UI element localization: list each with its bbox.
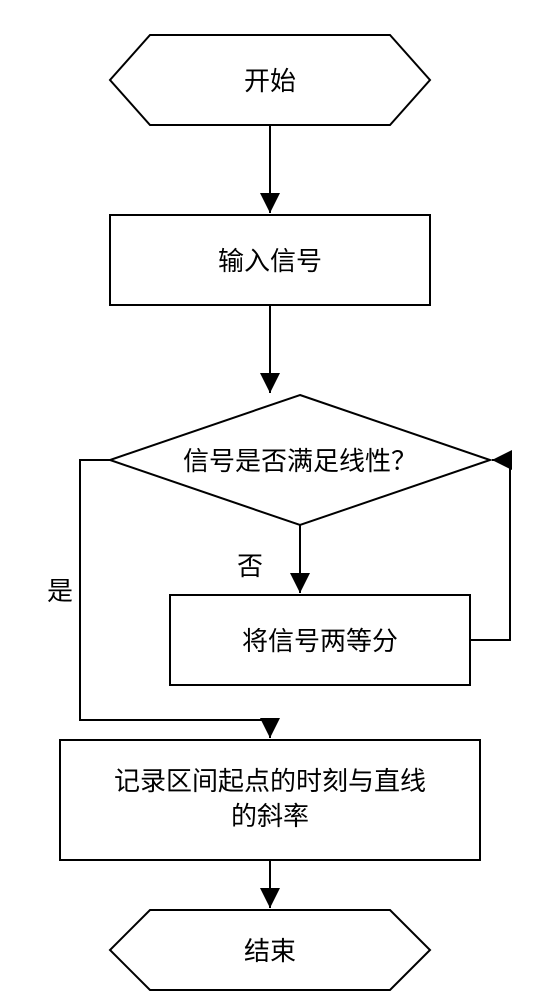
decision-label: 信号是否满足线性？ (183, 447, 417, 476)
record-shape (60, 740, 480, 860)
node-record: 记录区间起点的时刻与直线 的斜率 (60, 740, 480, 860)
label-no: 否 (237, 552, 263, 581)
edge-split-loop (470, 460, 510, 640)
node-input: 输入信号 (110, 215, 430, 305)
node-end: 结束 (110, 910, 430, 990)
start-label: 开始 (244, 67, 296, 96)
input-label: 输入信号 (218, 247, 322, 276)
end-label: 结束 (244, 937, 296, 966)
edge-decision-record (80, 460, 270, 738)
node-decision: 信号是否满足线性？ (110, 395, 490, 525)
flowchart-canvas: 开始 输入信号 信号是否满足线性？ 否 将信号两等分 是 记录区间起点的时刻与直… (0, 0, 541, 1000)
split-label: 将信号两等分 (242, 627, 398, 656)
record-label-line2: 的斜率 (231, 802, 309, 831)
node-split: 将信号两等分 (170, 595, 470, 685)
label-yes: 是 (47, 577, 73, 606)
node-start: 开始 (110, 35, 430, 125)
record-label-line1: 记录区间起点的时刻与直线 (114, 767, 426, 796)
